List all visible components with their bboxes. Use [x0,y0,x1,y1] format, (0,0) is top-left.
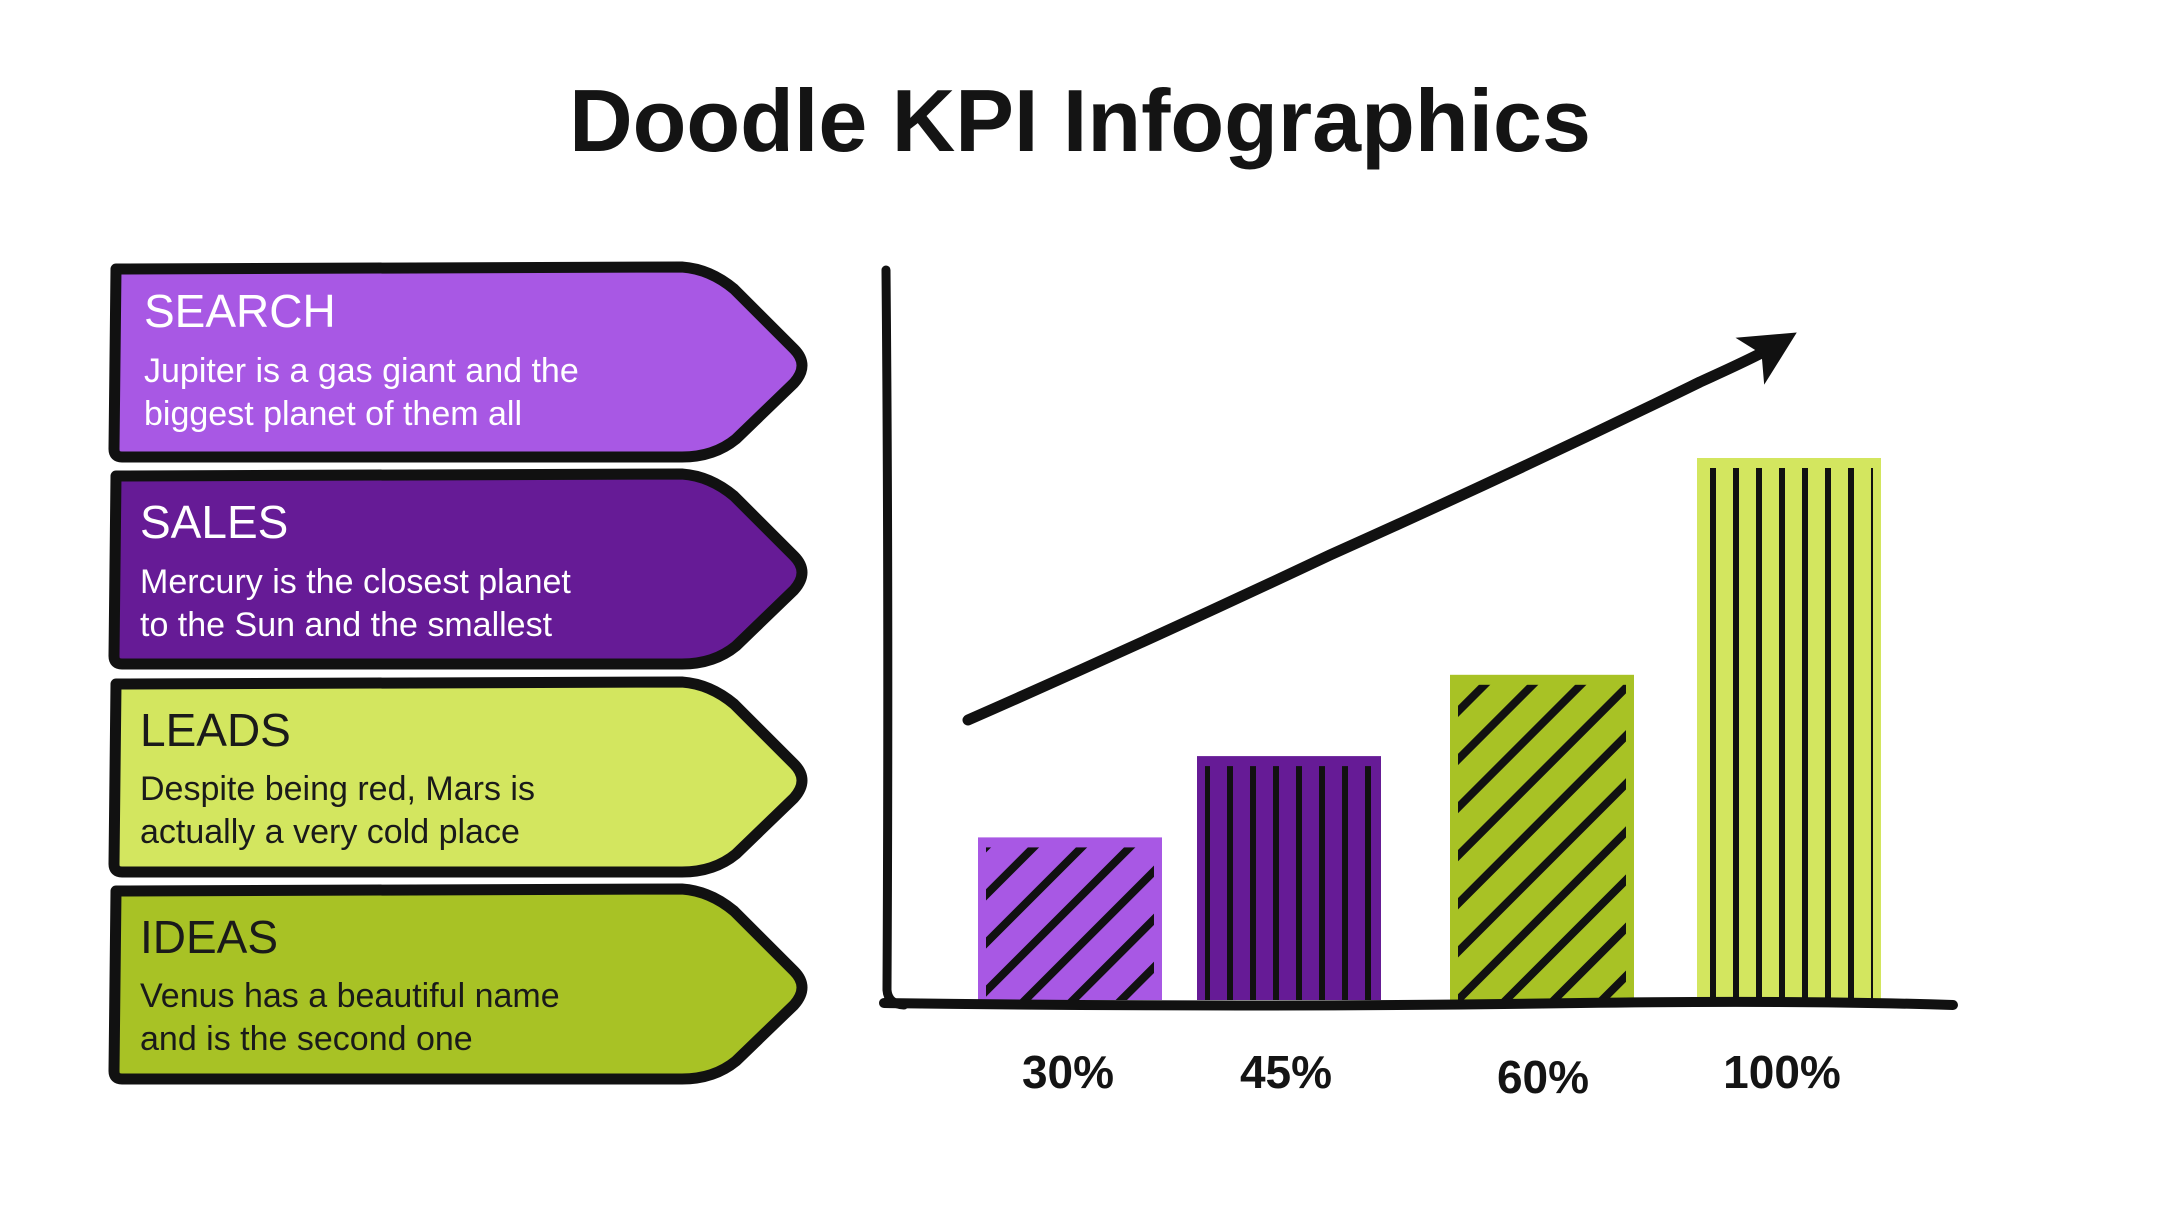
bar-search [978,837,1162,1000]
bar-group [978,458,1881,1000]
bar-hatch [1458,684,1626,1000]
card-shape [108,261,808,463]
kpi-card-list: SEARCH Jupiter is a gas giant and the bi… [108,261,808,1085]
card-text-line-2: biggest planet of them all [144,395,522,433]
card-text-line-1: Mercury is the closest planet [140,563,571,601]
x-axis [879,996,1958,1011]
bar-hatch [1705,468,1873,1000]
bar-chart: 30% 45% 60% 100% [879,265,1958,1103]
card-text-line-2: to the Sun and the smallest [140,606,553,644]
bar-label-group: 30% 45% 60% 100% [1022,1046,1841,1103]
kpi-card-sales: SALES Mercury is the closest planet to t… [108,468,808,670]
page-title: Doodle KPI Infographics [569,71,1591,170]
card-shape [108,468,808,670]
bar-value-label: 60% [1497,1051,1589,1103]
card-heading: SEARCH [144,285,336,337]
bar-value-label: 100% [1723,1046,1841,1098]
bar-hatch [986,847,1154,1000]
card-shape [108,676,808,878]
card-heading: IDEAS [140,911,278,963]
kpi-card-ideas: IDEAS Venus has a beautiful name and is … [108,883,808,1085]
bar-ideas [1697,458,1881,1000]
bar-value-label: 30% [1022,1046,1114,1098]
bar-leads [1450,674,1634,1000]
trend-arrow [962,332,1797,726]
kpi-card-search: SEARCH Jupiter is a gas giant and the bi… [108,261,808,463]
card-text-line-1: Jupiter is a gas giant and the [144,352,579,390]
kpi-card-leads: LEADS Despite being red, Mars is actuall… [108,676,808,878]
bar-value-label: 45% [1240,1046,1332,1098]
bar-sales [1197,756,1381,1000]
card-heading: LEADS [140,704,291,756]
card-text-line-1: Venus has a beautiful name [140,977,560,1015]
card-text-line-1: Despite being red, Mars is [140,770,535,808]
card-heading: SALES [140,496,288,548]
card-text-line-2: actually a very cold place [140,813,520,851]
bar-hatch [1205,766,1373,1000]
card-text-line-2: and is the second one [140,1020,473,1058]
y-axis [881,265,909,1010]
card-shape [108,883,808,1085]
